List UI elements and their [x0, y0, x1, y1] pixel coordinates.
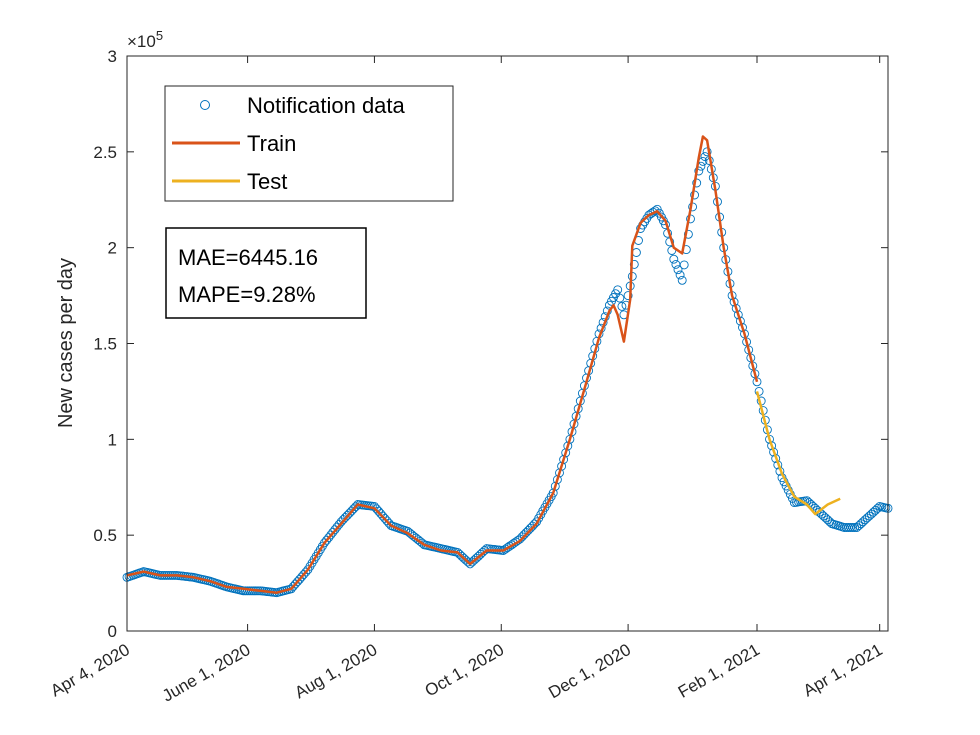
y-tick-label: 2.5 [93, 143, 117, 162]
x-tick-label: June 1, 2020 [159, 640, 254, 706]
x-tick-label: Apr 4, 2020 [47, 640, 133, 700]
annotation-mae: MAE=6445.16 [178, 245, 318, 270]
data-point [615, 293, 625, 303]
data-point [613, 285, 623, 295]
legend-label-data: Notification data [247, 93, 406, 118]
y-tick-label: 1.5 [93, 335, 117, 354]
x-tick-label: Dec 1, 2020 [545, 640, 634, 702]
data-point [694, 166, 704, 176]
data-point [617, 301, 627, 311]
data-point [846, 523, 856, 532]
legend: Notification data Train Test [164, 85, 454, 202]
data-point [623, 291, 633, 301]
y-exponent-base: ×10 [127, 32, 156, 51]
data-layer [122, 135, 893, 598]
data-point [673, 265, 683, 275]
y-tick-label: 3 [108, 47, 117, 66]
annotation-mape: MAPE=9.28% [178, 282, 316, 307]
annotation-box [165, 227, 367, 319]
data-point [677, 275, 687, 285]
x-tick-label: Aug 1, 2020 [292, 640, 381, 702]
y-tick-label: 1 [108, 430, 117, 449]
y-exponent-label: ×105 [127, 28, 163, 51]
series-test-line [755, 391, 841, 516]
y-tick-label: 0 [108, 622, 117, 641]
data-point [629, 259, 639, 269]
x-tick-label: Oct 1, 2020 [422, 640, 508, 700]
legend-label-train: Train [247, 131, 296, 156]
y-tick-label: 0.5 [93, 526, 117, 545]
data-point [351, 502, 361, 512]
data-point [675, 270, 685, 280]
legend-marker-data [200, 100, 210, 110]
series-train-line [126, 135, 759, 594]
data-point [683, 229, 693, 239]
data-point [679, 260, 689, 270]
legend-label-test: Test [247, 169, 287, 194]
y-exponent-power: 5 [156, 28, 163, 43]
data-point [669, 254, 679, 264]
y-tick-label: 2 [108, 239, 117, 258]
data-point [650, 206, 660, 216]
x-tick-label: Feb 1, 2021 [675, 640, 763, 702]
y-ticks: 0 0.5 1 1.5 2 2.5 3 [93, 47, 888, 641]
data-point [692, 178, 702, 188]
data-point [848, 523, 858, 532]
data-point [417, 538, 427, 548]
metrics-annotation: MAE=6445.16 MAPE=9.28% [165, 227, 367, 319]
data-point [301, 567, 311, 577]
x-tick-label: Apr 1, 2021 [800, 640, 886, 700]
y-axis-label: New cases per day [55, 258, 77, 428]
data-point [530, 519, 539, 529]
